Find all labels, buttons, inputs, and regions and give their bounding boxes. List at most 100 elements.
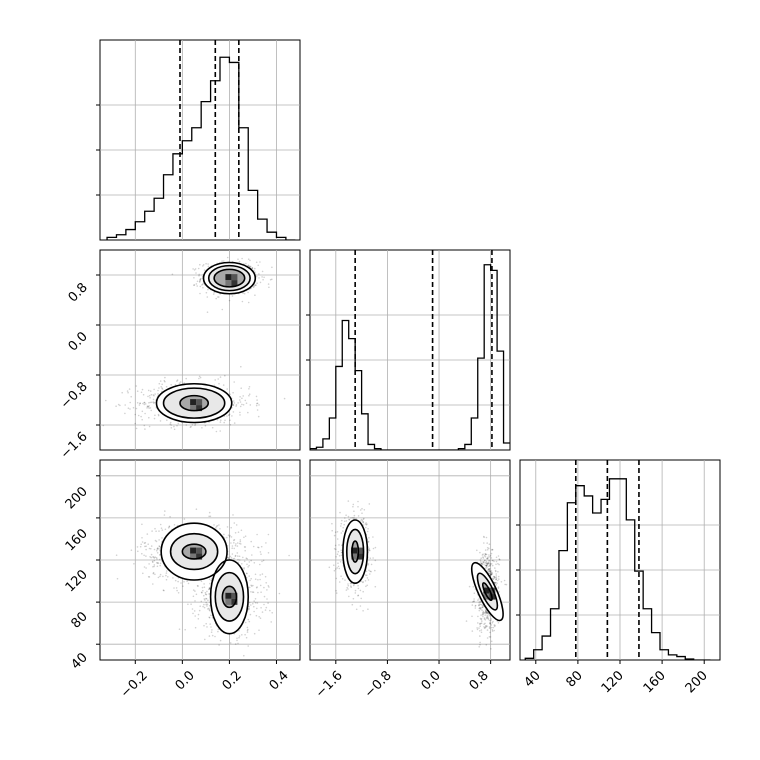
- scatter-point: [156, 552, 159, 554]
- scatter-point: [165, 578, 168, 581]
- scatter-point: [238, 260, 241, 263]
- scatter-point: [242, 395, 244, 397]
- scatter-point: [488, 547, 490, 550]
- scatter-point: [153, 564, 156, 566]
- scatter-point: [253, 562, 256, 564]
- scatter-point: [173, 428, 176, 431]
- scatter-point: [335, 548, 337, 551]
- scatter-point: [208, 593, 210, 595]
- quantile-lines: [574, 460, 640, 660]
- scatter-point: [207, 263, 209, 265]
- scatter-point: [243, 546, 246, 548]
- scatter-point: [117, 403, 120, 406]
- scatter-point: [495, 581, 497, 584]
- scatter-point: [229, 419, 231, 422]
- scatter-point: [227, 534, 230, 536]
- x-tick-label: 0.0: [419, 668, 444, 693]
- scatter-point: [157, 562, 159, 564]
- scatter-point: [228, 414, 230, 417]
- scatter-point: [239, 396, 241, 398]
- scatter-point: [265, 542, 267, 544]
- scatter-point: [137, 414, 140, 417]
- scatter-point: [489, 554, 492, 557]
- scatter-point: [340, 575, 342, 577]
- scatter-point: [488, 556, 491, 558]
- histogram-panel-var2: [516, 459, 721, 661]
- scatter-point: [219, 421, 222, 423]
- scatter-point: [480, 562, 483, 565]
- scatter-point: [352, 584, 355, 587]
- scatter-point: [497, 562, 499, 565]
- scatter-point: [493, 581, 496, 584]
- scatter-point: [198, 274, 200, 277]
- scatter-point: [204, 599, 206, 601]
- scatter-point: [267, 283, 270, 285]
- scatter-point: [155, 530, 157, 532]
- scatter-point: [208, 587, 211, 590]
- scatter-point: [244, 546, 247, 548]
- scatter-point: [490, 563, 493, 565]
- scatter-point: [485, 626, 487, 628]
- scatter-point: [185, 377, 187, 380]
- scatter-point: [259, 281, 262, 284]
- scatter-point: [250, 540, 252, 543]
- scatter-point: [156, 562, 159, 564]
- scatter-point: [238, 635, 241, 637]
- scatter-point: [236, 542, 239, 544]
- scatter-point: [205, 593, 208, 596]
- scatter-point: [152, 566, 154, 568]
- scatter-point: [494, 582, 497, 584]
- scatter-point: [248, 607, 250, 610]
- scatter-point: [484, 555, 487, 558]
- scatter-point: [243, 560, 246, 563]
- scatter-point: [236, 637, 238, 639]
- scatter-point: [260, 607, 262, 609]
- scatter-point: [256, 409, 259, 411]
- y-tick-label: −0.8: [58, 379, 91, 412]
- scatter-point: [143, 403, 146, 406]
- scatter-point: [210, 579, 212, 581]
- scatter-point: [150, 401, 153, 404]
- scatter-point: [488, 565, 490, 567]
- scatter-point: [248, 388, 250, 390]
- scatter-point: [335, 592, 338, 594]
- scatter-point: [480, 606, 483, 609]
- scatter-point: [253, 605, 255, 608]
- scatter-point: [207, 265, 210, 268]
- scatter-point: [142, 393, 145, 396]
- scatter-point: [368, 549, 371, 551]
- scatter-point: [234, 643, 237, 645]
- scatter-point: [487, 557, 489, 560]
- scatter-point: [485, 625, 488, 627]
- scatter-point: [177, 422, 180, 425]
- scatter-point: [251, 267, 254, 269]
- scatter-point: [258, 404, 260, 406]
- scatter-point: [347, 583, 349, 585]
- scatter-point: [482, 610, 485, 613]
- scatter-point: [489, 570, 492, 572]
- scatter-point: [484, 626, 486, 629]
- scatter-point: [215, 430, 218, 433]
- scatter-point: [231, 553, 234, 555]
- scatter-point: [363, 509, 366, 511]
- scatter-point: [256, 533, 258, 536]
- scatter-point: [128, 388, 131, 390]
- scatter-point: [481, 562, 483, 565]
- scatter-point: [154, 573, 156, 576]
- scatter-point: [255, 614, 258, 617]
- scatter-point: [152, 556, 155, 558]
- scatter-point: [486, 617, 489, 619]
- scatter-point: [164, 376, 166, 379]
- density-pixel: [225, 592, 232, 599]
- scatter-point: [355, 517, 357, 520]
- scatter-point: [187, 603, 189, 606]
- scatter-point: [157, 547, 159, 549]
- scatter-point: [490, 624, 493, 626]
- scatter-point: [491, 629, 494, 631]
- scatter-point: [190, 425, 192, 428]
- scatter-point: [139, 545, 142, 548]
- scatter-point: [148, 402, 150, 404]
- scatter-point: [158, 382, 161, 385]
- scatter-point: [248, 564, 250, 567]
- scatter-point: [234, 555, 237, 557]
